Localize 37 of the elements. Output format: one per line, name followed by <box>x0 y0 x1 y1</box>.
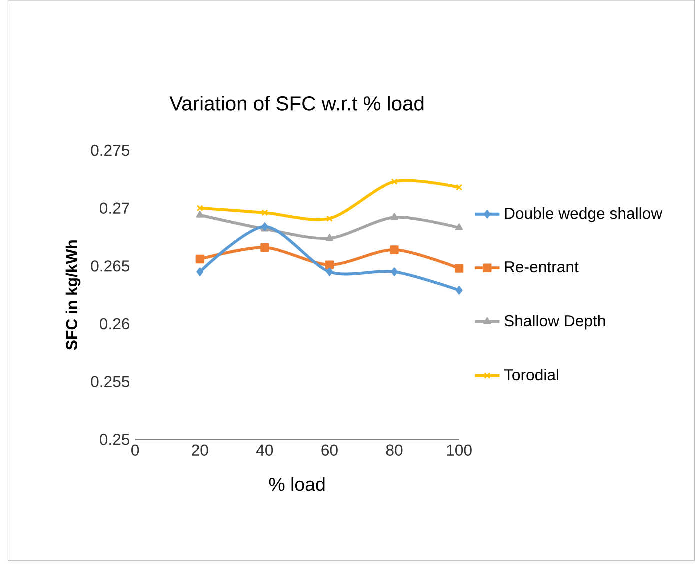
y-tick-label: 0.27 <box>100 202 130 214</box>
point <box>456 286 463 295</box>
legend-label: Double wedge shallow <box>505 208 663 222</box>
point <box>391 178 398 186</box>
point <box>456 184 463 191</box>
y-axis-title: SFC in kg/kWh <box>66 240 81 350</box>
x-axis-title: % load <box>269 477 325 492</box>
x-tick-label: 20 <box>192 444 208 456</box>
point <box>262 210 268 216</box>
point <box>391 268 398 276</box>
y-tick-label: 0.26 <box>100 318 130 330</box>
point <box>196 210 204 218</box>
point <box>196 205 204 212</box>
point <box>326 234 334 241</box>
point <box>454 264 464 273</box>
y-tick-label: 0.25 <box>100 434 130 446</box>
x-tick-label: 60 <box>322 444 338 456</box>
point <box>390 213 398 220</box>
point <box>196 268 204 276</box>
point <box>260 243 270 252</box>
point <box>326 268 334 276</box>
point <box>326 215 333 222</box>
legend-label: Shallow Depth <box>504 314 606 330</box>
x-tick-label: 40 <box>256 444 274 456</box>
chart-title: Variation of SFC w.r.t % load <box>170 96 424 111</box>
x-tick-label: 80 <box>386 444 403 456</box>
point <box>390 246 399 254</box>
legend-label: Torodial <box>504 368 558 381</box>
y-tick-label: 0.255 <box>91 376 130 388</box>
point <box>455 224 464 231</box>
y-tick-label: 0.265 <box>91 260 130 272</box>
x-tick-label: 100 <box>447 444 472 456</box>
point <box>196 254 204 264</box>
y-tick-label: 0.275 <box>91 144 130 156</box>
x-tick-label: 0 <box>132 444 140 456</box>
legend-label: Re-entrant <box>505 262 579 273</box>
point <box>325 260 334 270</box>
